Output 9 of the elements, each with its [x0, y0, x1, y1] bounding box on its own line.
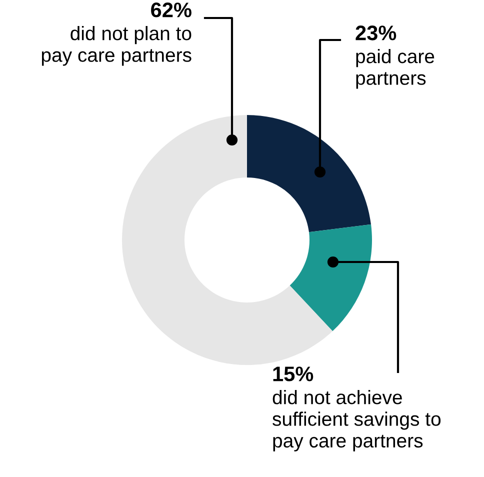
slice-label: did not plan to pay care partners: [42, 26, 192, 66]
slice-label: did not achieve sufficient savings to pay care partners: [272, 390, 441, 452]
data-label: 23%: [356, 26, 396, 40]
donut-slice: [290, 224, 372, 332]
donut-slice: [122, 115, 333, 365]
data-label: 62%: [151, 2, 192, 18]
data-label: 15%: [273, 366, 314, 382]
donut-slice: [247, 115, 372, 232]
slice-label: paid care partners: [356, 49, 434, 89]
